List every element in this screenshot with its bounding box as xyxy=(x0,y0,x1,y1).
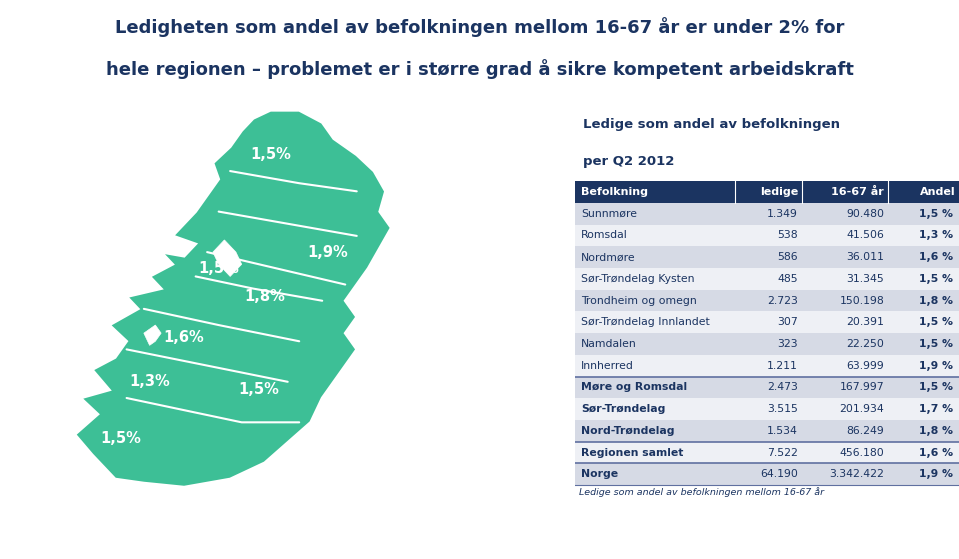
Text: 1,7 %: 1,7 % xyxy=(919,404,953,414)
Text: hele regionen – problemet er i større grad å sikre kompetent arbeidskraft: hele regionen – problemet er i større gr… xyxy=(105,59,854,79)
Text: 586: 586 xyxy=(777,252,798,262)
Text: Sør-Trøndelag Innlandet: Sør-Trøndelag Innlandet xyxy=(581,318,710,328)
Text: 1,6 %: 1,6 % xyxy=(919,448,953,458)
Text: 1,3%: 1,3% xyxy=(129,375,170,389)
Text: 4: 4 xyxy=(24,526,35,544)
Text: per Q2 2012: per Q2 2012 xyxy=(583,155,674,168)
Bar xyxy=(575,225,959,247)
Bar xyxy=(575,399,959,420)
Text: 1,5 %: 1,5 % xyxy=(920,274,953,284)
Text: 1,5%: 1,5% xyxy=(239,382,279,397)
Text: 64.190: 64.190 xyxy=(760,470,798,479)
Text: 1,5%: 1,5% xyxy=(101,431,141,446)
Text: 1,9 %: 1,9 % xyxy=(920,361,953,371)
Text: 538: 538 xyxy=(777,230,798,240)
Text: Sør-Trøndelag Kysten: Sør-Trøndelag Kysten xyxy=(581,274,694,284)
Text: 1,6%: 1,6% xyxy=(164,330,204,345)
Text: 1,6 %: 1,6 % xyxy=(919,252,953,262)
Bar xyxy=(575,420,959,442)
Bar xyxy=(575,290,959,311)
Text: Befolkning: Befolkning xyxy=(581,187,648,197)
Text: 3.342.422: 3.342.422 xyxy=(830,470,884,479)
Text: 63.999: 63.999 xyxy=(847,361,884,371)
Text: 7.522: 7.522 xyxy=(767,448,798,458)
Text: 41.506: 41.506 xyxy=(847,230,884,240)
Text: 1,3 %: 1,3 % xyxy=(919,230,953,240)
Bar xyxy=(575,442,959,463)
Text: 1.534: 1.534 xyxy=(767,426,798,436)
Text: SpareBank: SpareBank xyxy=(837,525,930,541)
Text: SMN: SMN xyxy=(908,547,930,557)
Text: 86.249: 86.249 xyxy=(847,426,884,436)
Text: 1,9 %: 1,9 % xyxy=(920,470,953,479)
Text: Nord-Trøndelag: Nord-Trøndelag xyxy=(581,426,674,436)
Text: 1,8 %: 1,8 % xyxy=(920,296,953,306)
Bar xyxy=(575,181,959,203)
Text: 1,5 %: 1,5 % xyxy=(920,318,953,328)
Bar xyxy=(575,268,959,290)
Text: Andel: Andel xyxy=(920,187,955,197)
Text: ledige: ledige xyxy=(760,187,798,197)
Polygon shape xyxy=(75,110,391,487)
Text: Romsdal: Romsdal xyxy=(581,230,628,240)
Text: Namdalen: Namdalen xyxy=(581,339,637,349)
Polygon shape xyxy=(213,240,242,277)
Text: 1,8%: 1,8% xyxy=(245,289,285,304)
Text: 36.011: 36.011 xyxy=(847,252,884,262)
Text: Ledige som andel av befolkningen mellom 16-67 år: Ledige som andel av befolkningen mellom … xyxy=(579,487,824,497)
Text: Møre og Romsdal: Møre og Romsdal xyxy=(581,382,688,392)
Text: Innherred: Innherred xyxy=(581,361,634,371)
Text: 1,5 %: 1,5 % xyxy=(920,209,953,219)
Text: 307: 307 xyxy=(777,318,798,328)
Text: Sunnmøre: Sunnmøre xyxy=(581,209,637,219)
Text: 167.997: 167.997 xyxy=(839,382,884,392)
Bar xyxy=(575,247,959,268)
Text: Ledigheten som andel av befolkningen mellom 16-67 år er under 2% for: Ledigheten som andel av befolkningen mel… xyxy=(115,17,844,36)
Text: Nordmøre: Nordmøre xyxy=(581,252,636,262)
Text: 1,5%: 1,5% xyxy=(199,261,239,276)
Text: 2.723: 2.723 xyxy=(767,296,798,306)
Text: 323: 323 xyxy=(777,339,798,349)
Text: 1.349: 1.349 xyxy=(767,209,798,219)
Text: 1,5 %: 1,5 % xyxy=(920,339,953,349)
Bar xyxy=(575,203,959,225)
Text: 1,5%: 1,5% xyxy=(250,148,291,162)
Text: Trondheim og omegn: Trondheim og omegn xyxy=(581,296,697,306)
Text: 1.211: 1.211 xyxy=(767,361,798,371)
Text: Ledige som andel av befolkningen: Ledige som andel av befolkningen xyxy=(583,119,840,131)
Text: Regionen samlet: Regionen samlet xyxy=(581,448,684,458)
Text: 456.180: 456.180 xyxy=(839,448,884,458)
Text: 1,9%: 1,9% xyxy=(308,245,348,259)
Text: 16-67 år: 16-67 år xyxy=(831,187,884,197)
Text: 485: 485 xyxy=(777,274,798,284)
Bar xyxy=(575,377,959,399)
Text: 90.480: 90.480 xyxy=(846,209,884,219)
Bar xyxy=(575,311,959,333)
Text: 20.391: 20.391 xyxy=(847,318,884,328)
Text: 1,5 %: 1,5 % xyxy=(920,382,953,392)
Text: 1,8 %: 1,8 % xyxy=(920,426,953,436)
Bar xyxy=(575,333,959,355)
Bar xyxy=(575,355,959,377)
Text: 150.198: 150.198 xyxy=(839,296,884,306)
Text: 22.250: 22.250 xyxy=(847,339,884,349)
Text: Sør-Trøndelag: Sør-Trøndelag xyxy=(581,404,666,414)
Text: 2.473: 2.473 xyxy=(767,382,798,392)
Text: 31.345: 31.345 xyxy=(847,274,884,284)
Text: Norge: Norge xyxy=(581,470,619,479)
Text: 201.934: 201.934 xyxy=(839,404,884,414)
Text: 3.515: 3.515 xyxy=(767,404,798,414)
Bar xyxy=(575,463,959,485)
Polygon shape xyxy=(144,325,161,345)
